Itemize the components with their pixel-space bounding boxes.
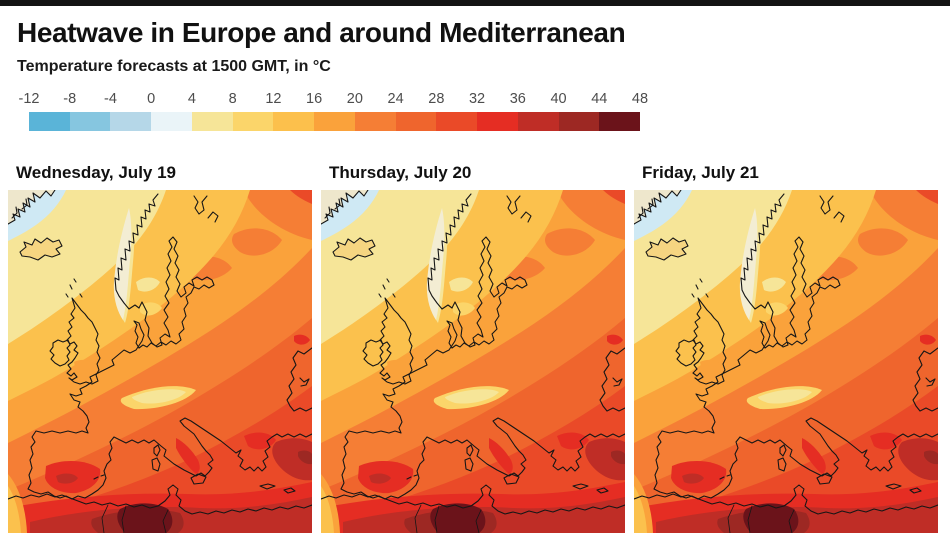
legend-tick-label: 32 bbox=[468, 91, 486, 107]
panel-label-wednesday: Wednesday, July 19 bbox=[16, 163, 176, 182]
legend-color-segment bbox=[517, 112, 559, 131]
panel-label-thursday: Thursday, July 20 bbox=[329, 163, 472, 182]
temperature-map-wednesday bbox=[8, 190, 312, 533]
legend-tick-label: 0 bbox=[147, 91, 156, 107]
legend-tick-label: 12 bbox=[265, 91, 282, 107]
legend-tick-label: 24 bbox=[387, 91, 404, 107]
legend-tick-label: 20 bbox=[346, 91, 363, 107]
legend-tick-label: 48 bbox=[631, 91, 649, 107]
page-title: Heatwave in Europe and around Mediterran… bbox=[17, 17, 626, 48]
legend-color-segment bbox=[558, 112, 600, 131]
legend-color-segment bbox=[354, 112, 396, 131]
legend-color-segment bbox=[314, 112, 355, 131]
legend-tick-label: -8 bbox=[63, 91, 77, 107]
legend-color-segment bbox=[151, 112, 192, 131]
legend-color-segment bbox=[477, 112, 518, 131]
legend-tick-label: 44 bbox=[591, 91, 608, 107]
panel-label-friday: Friday, July 21 bbox=[642, 163, 759, 182]
legend-tick-label: 8 bbox=[228, 91, 237, 107]
legend-color-segment bbox=[69, 112, 111, 131]
legend-color-segment bbox=[436, 112, 478, 131]
legend-tick-label: 4 bbox=[187, 91, 196, 107]
legend-color-segment bbox=[599, 112, 641, 131]
legend-color-segment bbox=[232, 112, 274, 131]
legend-tick-label: -4 bbox=[104, 91, 117, 107]
legend-tick-label: 16 bbox=[306, 91, 323, 107]
legend-tick-label: 28 bbox=[428, 91, 445, 107]
legend-color-segment bbox=[191, 112, 233, 131]
page-subtitle: Temperature forecasts at 1500 GMT, in °C bbox=[17, 58, 331, 75]
legend-tick-label: -12 bbox=[18, 91, 40, 107]
temperature-map-friday bbox=[634, 190, 938, 533]
legend-tick-label: 40 bbox=[550, 91, 567, 107]
legend-color-bar bbox=[29, 112, 641, 131]
top-accent-bar bbox=[0, 0, 950, 6]
legend-color-segment bbox=[395, 112, 437, 131]
temperature-map-thursday bbox=[321, 190, 625, 533]
legend-color-segment bbox=[273, 112, 315, 131]
legend-tick-label: 36 bbox=[509, 91, 526, 107]
legend-color-segment bbox=[29, 112, 70, 131]
legend-tick-row: -12 -8 -4 0 4 8 12 16 20 24 28 32 36 40 44 48 bbox=[19, 91, 649, 109]
legend-color-segment bbox=[110, 112, 152, 131]
